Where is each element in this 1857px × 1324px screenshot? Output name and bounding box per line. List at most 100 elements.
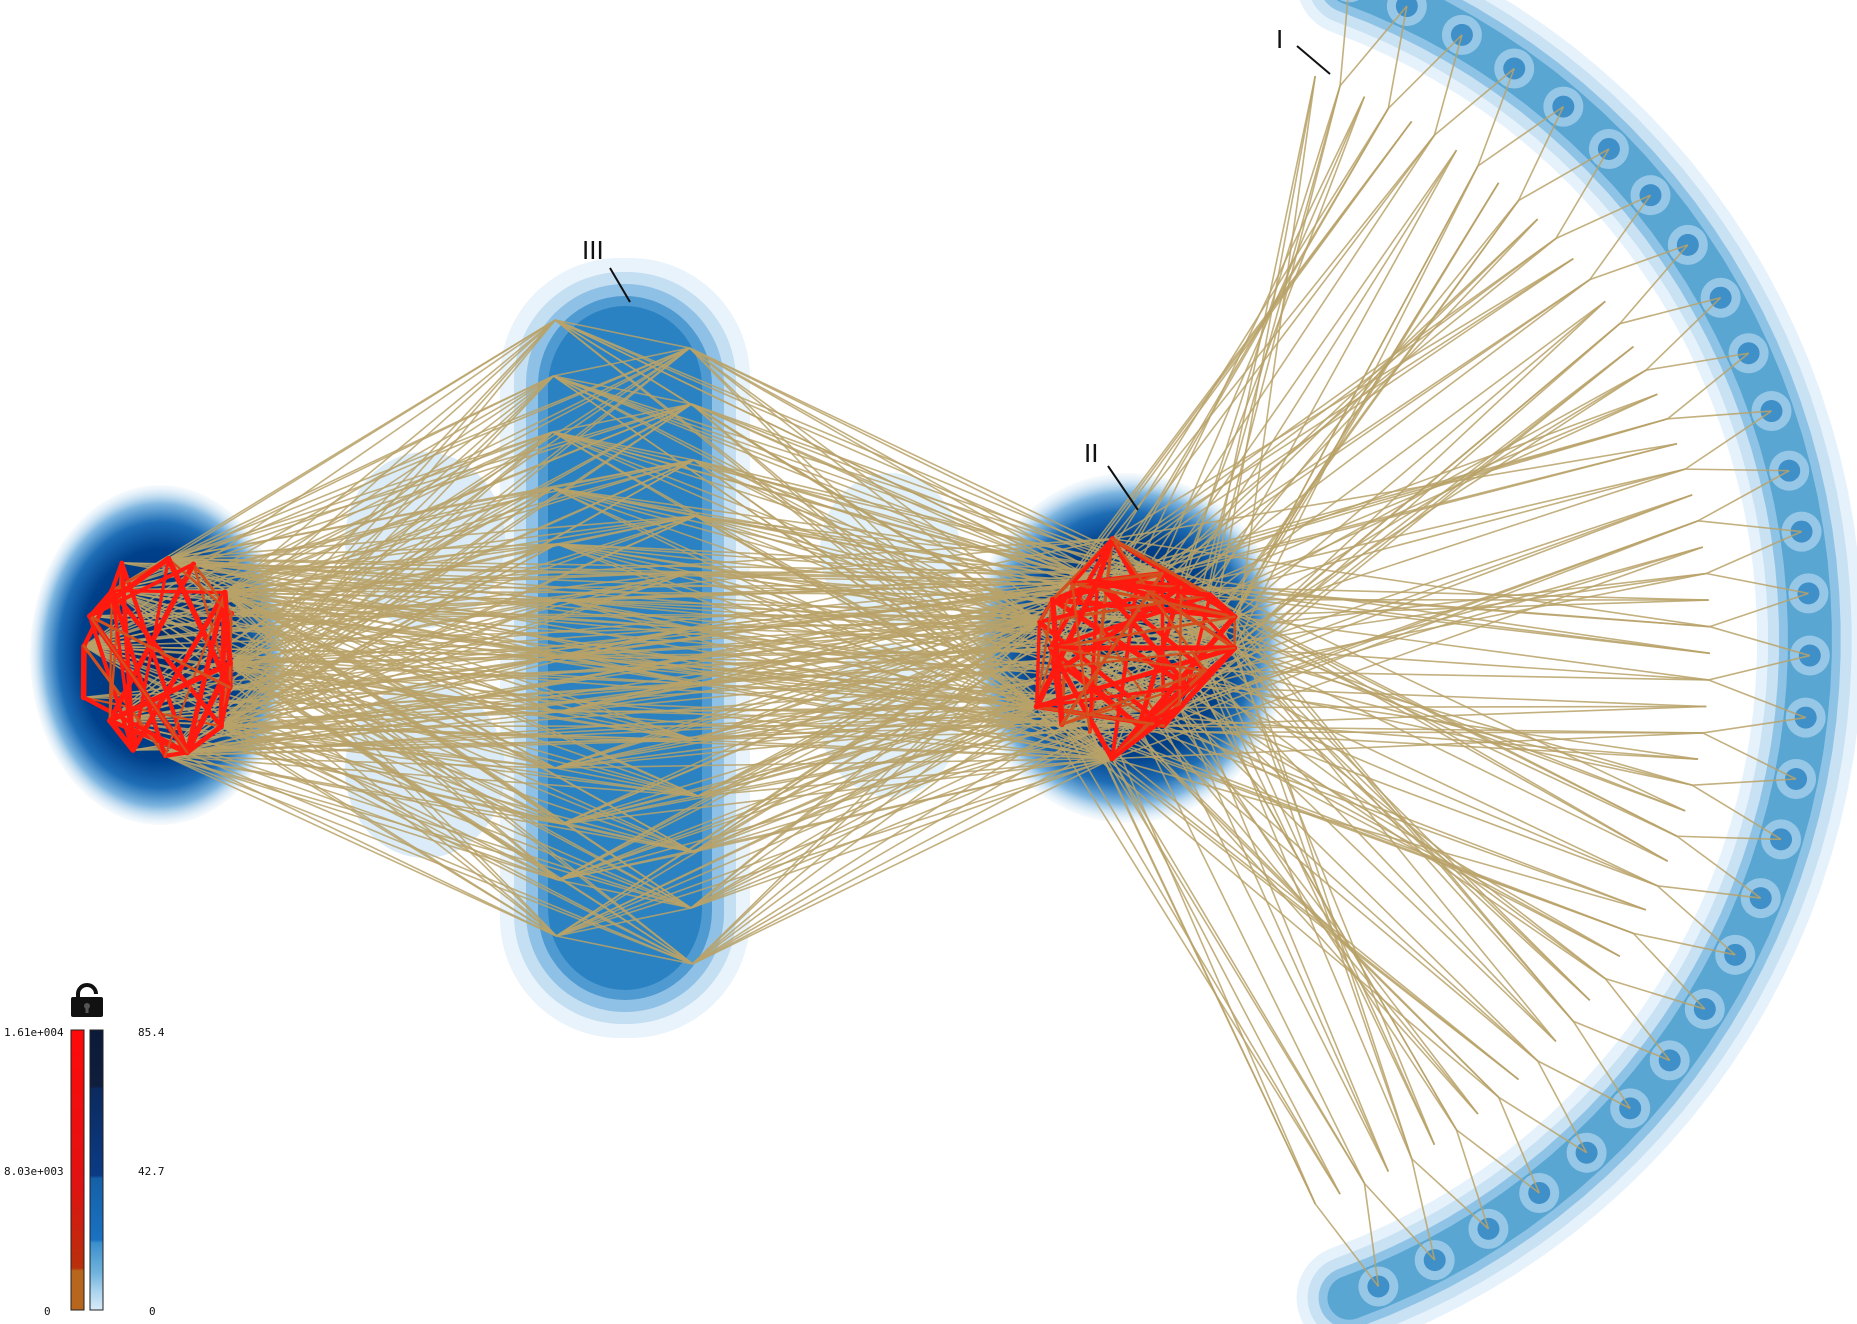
edge-left-II <box>221 665 1065 728</box>
edge-II-I <box>1035 706 1341 1195</box>
edge-II-I <box>1111 258 1574 540</box>
edge-II-I <box>1162 725 1539 1062</box>
edge-II-I <box>1233 616 1413 1159</box>
edge-I-internal <box>1339 5 1408 87</box>
edge-III-internal <box>552 459 694 489</box>
edge-II-I <box>1180 279 1591 588</box>
edge-I-internal <box>1387 34 1463 110</box>
edge-III-left <box>229 662 696 741</box>
edge-left-II <box>193 563 1138 584</box>
edge-II-I <box>1089 369 1647 733</box>
edge-III-left <box>168 543 557 560</box>
edge-III-left <box>164 755 692 909</box>
edge-I-internal <box>1702 716 1806 734</box>
edge-left-II <box>168 557 1113 760</box>
edge-II-I <box>1096 134 1436 582</box>
edge-II-I <box>1089 731 1366 1184</box>
edge-II-I <box>1036 369 1647 708</box>
edge-III-II <box>555 706 1180 769</box>
intra-edge <box>1070 582 1237 619</box>
intra-edge <box>1037 584 1184 624</box>
edge-II-I <box>1234 468 1686 618</box>
edge-II-I <box>1180 586 1436 1146</box>
edge-II-I <box>1233 616 1574 1022</box>
edge-III-II <box>560 621 1040 657</box>
intra-edge <box>87 588 114 618</box>
edge-III-left <box>224 591 692 909</box>
edge-III-II <box>556 757 1113 937</box>
edge-left-II <box>193 563 1140 727</box>
edge-I-internal <box>1518 148 1610 202</box>
edge-left-II <box>111 589 1211 597</box>
edge-group <box>83 0 1811 1287</box>
edge-III-left <box>168 431 554 560</box>
edge-I-internal <box>1708 679 1806 719</box>
intra-edge <box>222 590 233 666</box>
edge-III-internal <box>561 795 699 825</box>
edge-I-internal <box>1619 296 1721 325</box>
edge-III-II <box>556 580 1098 713</box>
intra-edge <box>1063 646 1236 668</box>
edge-left-II <box>109 647 1235 722</box>
edge-left-II <box>231 612 1037 708</box>
edge-III-II <box>692 580 1099 965</box>
edge-I-internal <box>1555 148 1610 239</box>
edge-III-II <box>695 515 1098 583</box>
edge-left-II <box>224 538 1113 594</box>
edge-left-II <box>83 696 1140 727</box>
edge-I-internal <box>1645 352 1749 371</box>
unlocked-padlock-icon[interactable] <box>71 983 103 1017</box>
edge-III-left <box>164 755 693 965</box>
edge-I-internal <box>1572 1020 1631 1109</box>
edge-I-internal <box>1709 592 1809 628</box>
edge-II-I <box>1234 647 1669 862</box>
edge-II-I <box>1209 468 1686 596</box>
edge-I-internal <box>1477 68 1515 167</box>
edge-III-internal <box>553 347 690 377</box>
intra-edge <box>1034 620 1042 709</box>
arc-node-halo <box>1340 0 1359 3</box>
intra-edge <box>1060 571 1164 727</box>
edge-I-internal <box>1498 1096 1588 1154</box>
edge-III-internal <box>552 403 692 433</box>
edge-II-I <box>1071 258 1574 585</box>
edge-left-II <box>168 557 1040 623</box>
edge-III-left <box>168 487 553 560</box>
inter-cluster-edges <box>83 0 1811 1287</box>
density-color-bar <box>89 1029 104 1311</box>
edge-I-internal <box>1537 1060 1631 1110</box>
intra-edge <box>1094 536 1115 585</box>
edge-II-I <box>1178 85 1341 708</box>
edge-I-internal <box>1411 1158 1489 1230</box>
intra-edge <box>1049 596 1065 728</box>
edge-III-II <box>561 706 1180 825</box>
edge-II-I <box>1180 586 1678 837</box>
edge-II-I <box>1210 594 1710 655</box>
svg-text:I: I <box>1276 24 1283 54</box>
edge-III-II <box>557 705 1037 713</box>
edge-III-internal <box>555 319 690 349</box>
edge-I-internal <box>1536 1060 1588 1154</box>
density-scale-min: 0 <box>149 1305 156 1318</box>
edge-II-I <box>1233 647 1413 1159</box>
edge-II-I <box>1052 237 1557 601</box>
intra-edge <box>1071 582 1091 733</box>
edge-II-I <box>1112 442 1678 540</box>
edge-II-I <box>1178 706 1539 1062</box>
edge-left-II <box>111 589 1188 688</box>
intra-edge <box>1095 579 1208 673</box>
edge-III-II <box>691 403 1038 708</box>
edge-I-internal <box>1387 5 1408 109</box>
edge-II-I <box>1204 670 1413 1159</box>
edge-II-I <box>1179 706 1658 887</box>
intra-cluster-edges <box>80 536 1238 762</box>
edge-I-internal <box>1676 835 1762 899</box>
edge-III-internal <box>556 543 691 573</box>
edge-III-left <box>168 347 690 560</box>
edge-left-II <box>83 647 1051 699</box>
edge-II-I <box>1209 594 1669 862</box>
edge-III-left <box>83 459 695 647</box>
svg-text:II: II <box>1084 438 1098 468</box>
edge-III-left <box>167 558 557 937</box>
edge-III-II <box>555 757 1113 769</box>
